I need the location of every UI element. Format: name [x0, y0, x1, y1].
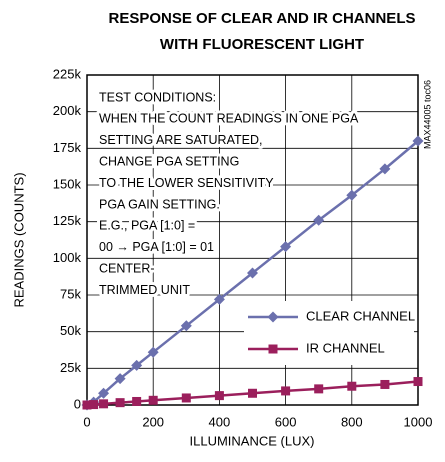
annotation: 00 → PGA [1:0] = 01 [99, 240, 214, 254]
chart-title: WITH FLUORESCENT LIGHT [160, 36, 364, 53]
marker [314, 384, 324, 394]
y-tick-label: 100k [53, 250, 82, 265]
y-tick-label: 75k [60, 286, 81, 301]
annotation: PGA GAIN SETTING. [99, 197, 220, 211]
marker [347, 381, 357, 391]
marker [267, 311, 279, 323]
marker [379, 163, 391, 175]
x-tick-label: 0 [83, 414, 90, 429]
marker [214, 391, 224, 401]
x-axis-label: ILLUMINANCE (LUX) [190, 433, 315, 448]
annotation: WHEN THE COUNT READINGS IN ONE PGA [99, 112, 359, 126]
x-tick-label: 200 [142, 414, 164, 429]
legend-label: CLEAR CHANNEL [306, 308, 415, 323]
marker [280, 241, 292, 253]
note: MAX44005 toc06 [422, 80, 432, 149]
legend-box [244, 301, 414, 365]
y-tick-label: 200k [53, 103, 82, 118]
marker [248, 388, 257, 398]
marker [98, 387, 110, 399]
y-tick-label: 25k [60, 360, 81, 375]
x-tick-label: 400 [209, 414, 231, 429]
marker [131, 359, 143, 371]
annotation: SETTING ARE SATURATED, [99, 133, 262, 147]
marker [313, 214, 325, 226]
marker [148, 395, 158, 405]
y-tick-label: 225k [53, 66, 82, 81]
marker [82, 400, 92, 410]
marker [281, 386, 291, 396]
y-tick-label: 0 [74, 396, 81, 411]
x-tick-label: 1000 [404, 414, 433, 429]
marker [247, 267, 258, 279]
marker [380, 379, 390, 389]
legend-label: IR CHANNEL [306, 340, 385, 355]
marker [346, 189, 358, 201]
annotation: CHANGE PGA SETTING [99, 154, 239, 168]
marker [412, 135, 424, 147]
annotation: TO THE LOWER SENSITIVITY [99, 176, 274, 190]
annotation: E.G., PGA [1:0] = [99, 219, 195, 233]
x-tick-label: 600 [275, 414, 297, 429]
marker [114, 373, 126, 385]
marker [213, 293, 225, 305]
annotation: TEST CONDITIONS: [99, 90, 216, 104]
y-tick-label: 175k [53, 140, 82, 155]
marker [147, 346, 159, 358]
chart-title: RESPONSE OF CLEAR AND IR CHANNELS [109, 10, 416, 27]
y-tick-label: 50k [60, 323, 81, 338]
marker [132, 396, 142, 406]
x-tick-label: 800 [341, 414, 363, 429]
marker [413, 377, 423, 387]
marker [115, 398, 125, 408]
marker [181, 393, 191, 403]
marker [268, 344, 278, 354]
annotation: TRIMMED UNIT [99, 283, 190, 297]
y-tick-label: 125k [53, 213, 82, 228]
marker [99, 399, 109, 409]
annotation: CENTER- [99, 261, 155, 275]
y-axis-label: READINGS (COUNTS) [11, 172, 26, 307]
y-tick-label: 150k [53, 176, 82, 191]
plot-frame [86, 74, 419, 406]
marker [89, 400, 99, 410]
marker [180, 320, 192, 332]
